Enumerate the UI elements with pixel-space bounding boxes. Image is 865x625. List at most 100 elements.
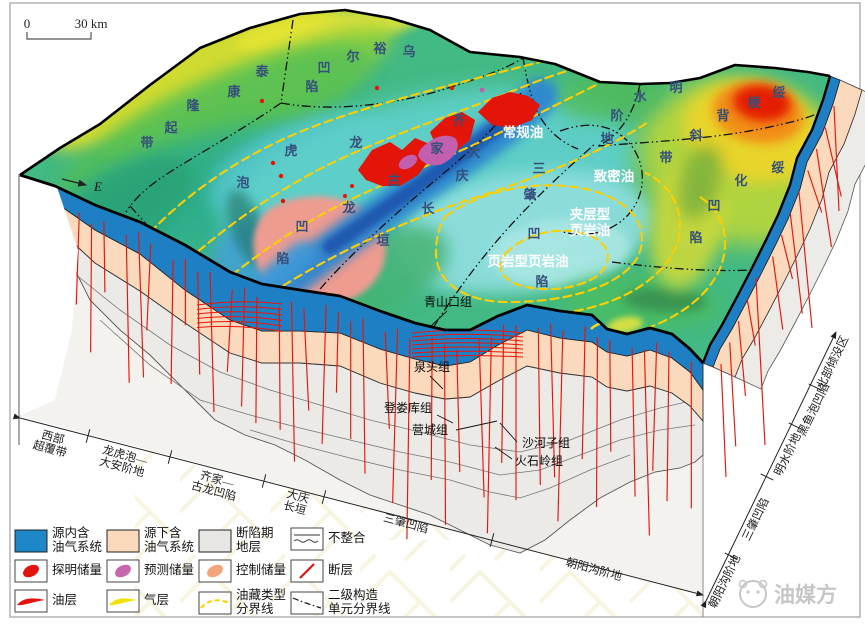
surface-unit-char: 凹 bbox=[317, 60, 330, 75]
label-conventional-oil: 常规油 bbox=[503, 124, 544, 140]
formation-label-yingcheng: 营城组 bbox=[412, 423, 448, 437]
fault-line bbox=[146, 243, 152, 331]
brand-watermark: 油媒方 bbox=[738, 579, 837, 608]
surface-unit-char: 龙 bbox=[349, 135, 362, 150]
surface-unit-char: 起 bbox=[163, 120, 178, 135]
east-arrow: E bbox=[61, 178, 102, 194]
scale-bar-zero: 0 bbox=[24, 16, 31, 31]
surface-label-longhupao: 龙虎泡 bbox=[236, 135, 362, 190]
bottom-axis-ticks bbox=[85, 429, 495, 547]
surface-unit-char: 尔 bbox=[346, 49, 359, 64]
fault-line bbox=[772, 256, 784, 330]
surface-unit-char: 陷 bbox=[276, 251, 289, 266]
surface-unit-char: 陷 bbox=[689, 230, 702, 245]
surface-unit-char: 家 bbox=[430, 141, 444, 156]
surface-unit-char: 凹 bbox=[527, 226, 540, 241]
right-axis-label-sanzhao-sag: 三肇凹陷 bbox=[739, 496, 772, 543]
surface-unit-char: 带 bbox=[659, 150, 672, 165]
surface-unit-char: 龙 bbox=[342, 200, 355, 215]
label-tight-oil: 致密油 bbox=[594, 168, 635, 184]
surface-unit-char: 地 bbox=[600, 131, 613, 146]
bottom-axis-label-west-overlap-belt: 西部超覆带 bbox=[31, 426, 71, 460]
right-axis-label-chaoyanggou: 朝阳沟阶地 bbox=[706, 552, 744, 610]
scale-bar-distance: 30 km bbox=[75, 16, 108, 31]
surface-unit-char: 陷 bbox=[535, 274, 548, 289]
label-interbedded-shale-oil-2: 页岩油 bbox=[570, 222, 611, 238]
surface-unit-char: 齐 bbox=[452, 113, 466, 128]
formation-label-huoshiling: 火石岭组 bbox=[515, 454, 563, 468]
surface-unit-char: 垣 bbox=[376, 233, 389, 248]
surface-unit-char: 三 bbox=[532, 161, 545, 176]
fault-line bbox=[103, 221, 106, 293]
fault-line bbox=[798, 191, 813, 329]
surface-label-mingshui-terrace: 明水阶地 bbox=[600, 80, 682, 146]
fault-line bbox=[303, 308, 310, 411]
surface-unit-char: 长 bbox=[421, 201, 435, 216]
surface-unit-char: 绥 bbox=[771, 160, 784, 175]
fault-line bbox=[170, 259, 174, 384]
surface-unit-char: 凹 bbox=[707, 198, 720, 213]
surface-unit-char: 泡 bbox=[236, 175, 249, 190]
fault-line bbox=[789, 213, 803, 314]
fault-line bbox=[780, 234, 794, 280]
figure-frame bbox=[9, 2, 861, 618]
surface-unit-char: 虎 bbox=[284, 143, 297, 158]
surface-label-gulong-sag: 古龙凹陷 bbox=[276, 173, 400, 266]
surface-unit-char: 凹 bbox=[295, 219, 308, 234]
formation-label-shahezi: 沙河子组 bbox=[522, 436, 570, 450]
fault-line bbox=[75, 212, 80, 305]
surface-unit-char: 乌 bbox=[402, 44, 415, 59]
surface-unit-char: 隆 bbox=[186, 98, 200, 113]
surface-label-daqing-changyuan: 大庆长垣 bbox=[376, 145, 480, 248]
fault-line bbox=[720, 363, 727, 478]
surface-label-qijia: 齐家 bbox=[430, 113, 466, 156]
fault-line bbox=[824, 127, 842, 197]
fault-line bbox=[137, 232, 145, 378]
surface-unit-char: 古 bbox=[387, 173, 400, 188]
right-axis-label-mingshui-terrace: 明水阶地 bbox=[771, 430, 804, 478]
oil-layer-streaks bbox=[196, 301, 524, 358]
formation-label-quantou: 泉头组 bbox=[414, 360, 450, 374]
fault-line bbox=[335, 311, 339, 393]
label-shale-type-shale-oil: 页岩型页岩油 bbox=[488, 253, 569, 269]
surface-unit-char: 泰 bbox=[254, 64, 269, 79]
surface-unit-char: 陷 bbox=[305, 79, 318, 94]
fault-line bbox=[90, 223, 93, 353]
surface-unit-char: 带 bbox=[140, 135, 153, 150]
surface-unit-char: 斜 bbox=[688, 128, 702, 143]
brand-watermark-text: 油媒方 bbox=[774, 583, 837, 607]
fault-line bbox=[278, 306, 281, 430]
surface-label-sanzhao-sag: 三肇凹陷 bbox=[522, 161, 548, 289]
fault-line bbox=[833, 105, 840, 212]
surface-unit-char: 裕 bbox=[372, 41, 386, 56]
surface-unit-char: 水 bbox=[633, 89, 647, 104]
scale-bar: 0 30 km bbox=[24, 16, 108, 40]
surface-unit-char: 背 bbox=[716, 108, 729, 123]
right-axis-ticks bbox=[724, 383, 822, 560]
surface-unit-char: 阶 bbox=[610, 108, 624, 123]
surface-unit-char: 康 bbox=[227, 84, 241, 99]
panda-logo-icon bbox=[739, 580, 767, 608]
label-interbedded-shale-oil-1: 夹层型 bbox=[570, 206, 611, 222]
fault-line bbox=[125, 234, 130, 383]
surface-unit-char: 绥 bbox=[772, 85, 785, 100]
oil-type-labels: 常规油 致密油 夹层型 页岩油 页岩型页岩油 bbox=[488, 124, 635, 269]
fault-line bbox=[241, 287, 246, 407]
formation-label-denglouku: 登娄库组 bbox=[384, 400, 432, 415]
reserve-blobs bbox=[259, 85, 540, 204]
surface-unit-char: 棱 bbox=[747, 95, 761, 110]
fault-line bbox=[815, 148, 833, 248]
surface-unit-char: 大 bbox=[467, 145, 480, 160]
fault-line bbox=[226, 289, 233, 372]
surface-unit-char: 庆 bbox=[454, 168, 468, 183]
fault-line bbox=[209, 271, 215, 413]
right-axis-label-north-plunge-area: 北部倾没区 bbox=[814, 333, 852, 391]
fault-line bbox=[384, 331, 390, 429]
